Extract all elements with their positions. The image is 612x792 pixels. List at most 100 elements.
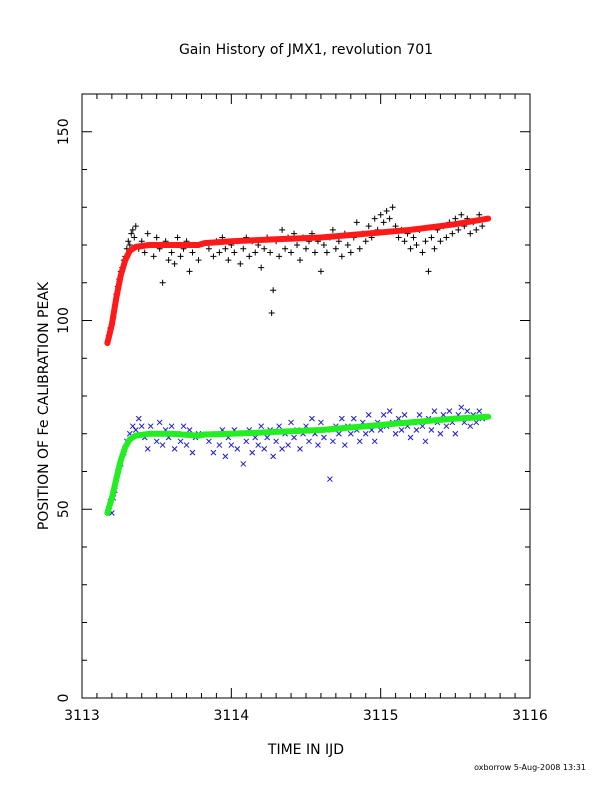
data-point-plus [129, 226, 136, 233]
data-point-plus [347, 249, 354, 256]
data-point-plus [153, 234, 160, 241]
data-point-plus [323, 249, 330, 256]
data-point-plus [392, 223, 399, 230]
data-point-plus [174, 234, 181, 241]
data-point-plus [401, 238, 408, 245]
data-point-plus [279, 226, 286, 233]
data-point-cross [210, 449, 217, 456]
y-tick-label: 50 [56, 500, 72, 518]
data-point-cross [306, 438, 312, 445]
data-point-plus [311, 249, 318, 256]
data-point-plus [407, 245, 414, 252]
data-point-cross [285, 442, 291, 448]
data-point-cross [467, 423, 474, 430]
data-point-plus [237, 260, 244, 267]
data-point-cross [476, 408, 483, 414]
data-point-cross [276, 423, 282, 430]
data-point-cross [156, 419, 163, 426]
data-point-plus [268, 309, 275, 316]
data-point-cross [458, 404, 465, 411]
data-point-plus [240, 245, 247, 252]
x-tick-label: 3113 [64, 708, 100, 724]
data-point-plus [383, 208, 390, 215]
data-point-cross [365, 412, 372, 418]
data-point-plus [317, 268, 324, 275]
data-point-cross [350, 415, 357, 422]
data-point-plus [150, 253, 157, 260]
data-point-cross [338, 415, 345, 422]
data-point-plus [371, 215, 378, 222]
data-point-plus [195, 257, 202, 264]
data-point-cross [437, 430, 444, 437]
data-point-plus [365, 223, 372, 230]
footer-stamp: oxborrow 5-Aug-2008 13:31 [474, 763, 586, 772]
data-point-plus [216, 249, 223, 256]
data-point-cross [222, 453, 229, 460]
data-point-plus [231, 249, 238, 256]
data-point-cross [132, 427, 139, 433]
data-point-cross [413, 427, 420, 433]
data-point-plus [131, 234, 138, 241]
data-point-cross [431, 408, 438, 414]
data-point-cross [255, 442, 262, 448]
data-point-cross [279, 445, 285, 452]
data-point-plus [389, 204, 396, 211]
data-point-plus [437, 238, 444, 245]
data-point-plus [186, 268, 193, 275]
y-tick-label: 100 [56, 307, 72, 334]
data-point-cross [428, 427, 435, 433]
data-point-plus [225, 257, 232, 264]
data-point-cross [183, 442, 190, 448]
x-axis-label: TIME IN IJD [267, 742, 344, 758]
data-point-plus [452, 215, 459, 222]
data-point-cross [144, 445, 151, 452]
data-point-cross [386, 408, 393, 414]
data-point-plus [332, 245, 339, 252]
data-point-cross [356, 438, 363, 445]
data-point-plus [329, 226, 336, 233]
data-point-plus [425, 268, 432, 275]
data-point-plus [222, 245, 229, 252]
data-point-plus [338, 253, 345, 260]
data-point-plus [171, 260, 178, 267]
x-tick-label: 3114 [214, 708, 250, 724]
data-point-plus [141, 249, 148, 256]
data-point-plus [476, 211, 483, 218]
data-point-cross [452, 430, 459, 437]
data-point-plus [288, 249, 295, 256]
data-point-cross [291, 434, 297, 441]
data-point-cross [327, 476, 333, 482]
data-point-plus [479, 223, 486, 230]
data-point-plus [189, 249, 196, 256]
data-point-cross [318, 419, 324, 426]
data-point-cross [347, 430, 354, 437]
data-point-cross [362, 430, 369, 437]
y-tick-label: 150 [56, 118, 72, 145]
data-point-plus [395, 234, 402, 241]
data-point-plus [159, 279, 166, 286]
data-point-plus [458, 211, 465, 218]
data-point-plus [386, 215, 393, 222]
data-point-plus [431, 245, 438, 252]
plot-frame [81, 93, 531, 699]
data-point-cross [147, 423, 154, 430]
y-axis-label: POSITION OF Fe CALIBRATION PEAK [36, 281, 52, 530]
data-point-plus [353, 219, 360, 226]
data-point-cross [270, 453, 277, 460]
fit-lines [104, 215, 492, 516]
data-point-plus [261, 245, 268, 252]
data-point-plus [126, 242, 133, 248]
data-point-cross [422, 438, 429, 445]
data-point-plus [422, 238, 429, 245]
data-point-cross [177, 438, 184, 445]
data-point-cross [186, 427, 193, 433]
data-point-cross [240, 461, 247, 467]
data-point-plus [144, 230, 151, 237]
data-point-plus [276, 253, 283, 260]
data-point-plus [303, 245, 309, 252]
data-point-cross [330, 438, 336, 445]
data-point-cross [228, 442, 235, 448]
data-point-cross [315, 442, 321, 448]
data-point-cross [171, 445, 178, 452]
data-point-plus [282, 245, 289, 252]
